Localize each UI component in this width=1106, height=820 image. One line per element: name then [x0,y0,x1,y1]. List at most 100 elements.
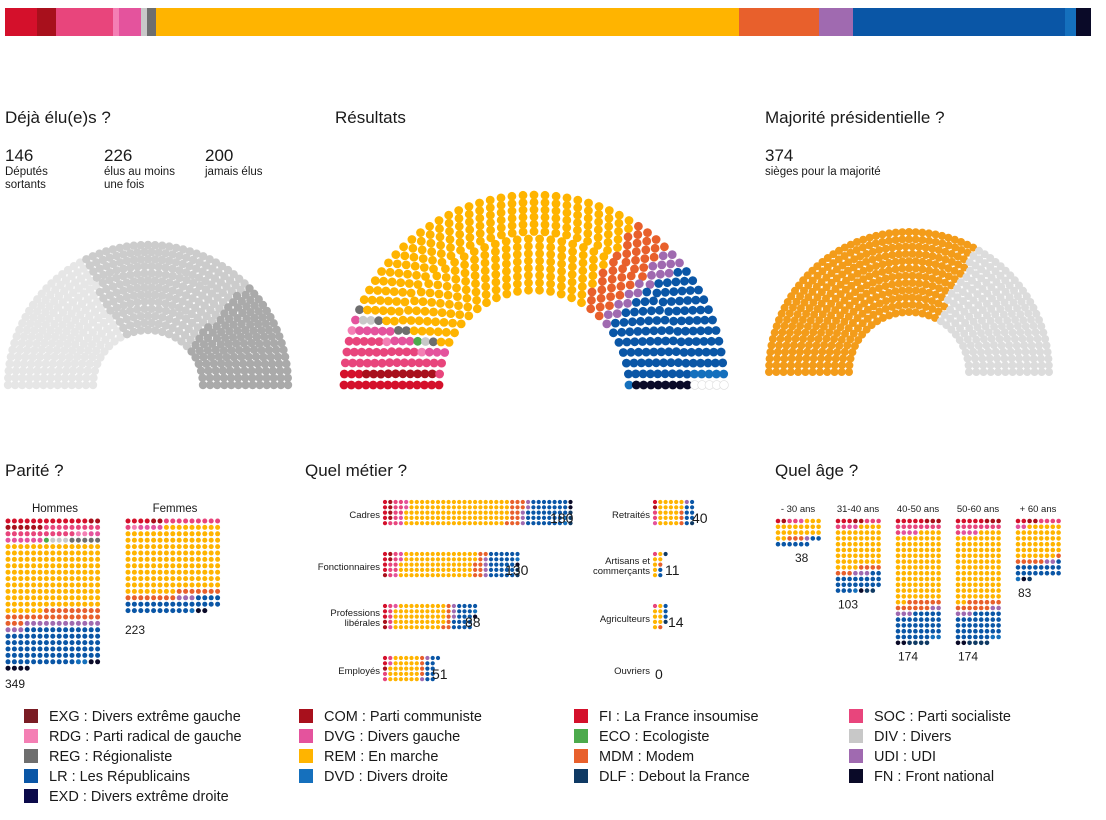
seat-dot [379,348,389,357]
waffle-dot [847,518,852,524]
seat-dot [766,348,775,357]
waffle-dot [5,665,11,671]
seat-dot [579,243,588,252]
seat-dot [815,316,824,325]
waffle-dot [955,582,961,588]
waffle-dot [858,553,864,559]
waffle-dot [978,530,984,535]
waffle-dot [913,588,918,593]
seat-dot [524,285,533,295]
waffle-dot [189,608,195,614]
seat-dot [255,380,264,390]
waffle-dot [930,530,936,535]
waffle-dot [895,611,901,617]
waffle-dot [409,557,414,562]
waffle-dot [781,518,787,524]
waffle-dot [388,515,393,521]
waffle-dot [918,518,924,524]
waffle-dot [810,536,816,541]
waffle-dot [37,556,43,562]
seat-dot [375,296,385,305]
waffle-dot [552,510,557,515]
waffle-dot [504,505,509,510]
seat-dot [643,228,652,238]
seat-dot [444,218,454,228]
seat-dot [54,314,63,323]
waffle-dot [961,576,967,582]
waffle-dot [901,611,907,617]
waffle-dot [1021,530,1027,535]
waffle-dot [425,603,430,609]
waffle-dot [690,505,695,510]
seat-dot [885,311,894,320]
waffle-dot [202,588,208,594]
waffle-dot [24,601,30,607]
seat-dot [1008,361,1017,370]
waffle-dot [138,544,144,550]
waffle-dot [56,518,62,524]
waffle-dot [1015,541,1021,547]
seat-dot [1021,347,1030,356]
seat-dot [50,352,59,362]
seat-dot [1024,328,1033,337]
waffle-dot [913,605,918,611]
waffle-dot [69,608,75,614]
seat-dot [935,284,944,293]
seat-dot [133,248,142,257]
waffle-dot [11,524,17,530]
seat-dot [10,338,19,348]
seat-dot [496,208,506,218]
seat-dot [641,347,651,357]
waffle-dot [913,559,918,564]
seat-dot [568,262,577,272]
seat-dot [671,347,681,357]
legend-item-rdg: RDG : Parti radical de gauche [24,729,242,745]
seat-dot [22,325,32,335]
waffle-dot [936,559,941,564]
seat-dot [450,257,459,267]
waffle-dot [75,652,81,658]
waffle-dot [37,576,43,582]
seat-dot [888,280,896,289]
seat-dot [95,249,104,258]
waffle-dot [95,627,101,633]
seat-dot [817,328,825,337]
seat-dot [405,336,415,346]
waffle-dot [930,553,936,559]
waffle-dot [1044,553,1050,559]
waffle-dot [409,666,414,671]
seat-dot [140,283,149,292]
waffle-dot [82,524,88,530]
waffle-dot [414,499,419,505]
waffle-dot [144,582,150,588]
seat-dot [831,354,840,363]
waffle-dot [170,569,176,575]
waffle-dot [451,515,456,521]
waffle-dot [467,505,472,510]
seat-dot [251,352,261,361]
seat-dot [973,311,982,320]
waffle-dot [425,521,430,526]
seat-dot [99,294,108,303]
waffle-dot [43,588,49,594]
waffle-dot [170,576,176,582]
waffle-dot [526,515,531,521]
waffle-dot [414,505,419,510]
seat-dot [491,277,501,287]
waffle-dot [95,595,101,601]
waffle-dot [11,614,17,620]
seat-dot [1028,348,1037,356]
waffle-dot [88,588,94,594]
seat-dot [126,263,135,272]
seat-dot [241,380,250,390]
waffle-dot [75,633,81,639]
waffle-dot [420,499,425,505]
seat-dot [227,346,236,355]
waffle-dot [1033,553,1038,559]
seat-dot [656,269,665,279]
seat-dot [50,332,60,342]
seat-dot [1021,303,1029,312]
seat-dot [991,310,1000,319]
seat-dot [400,251,410,261]
seat-dot [986,368,995,376]
